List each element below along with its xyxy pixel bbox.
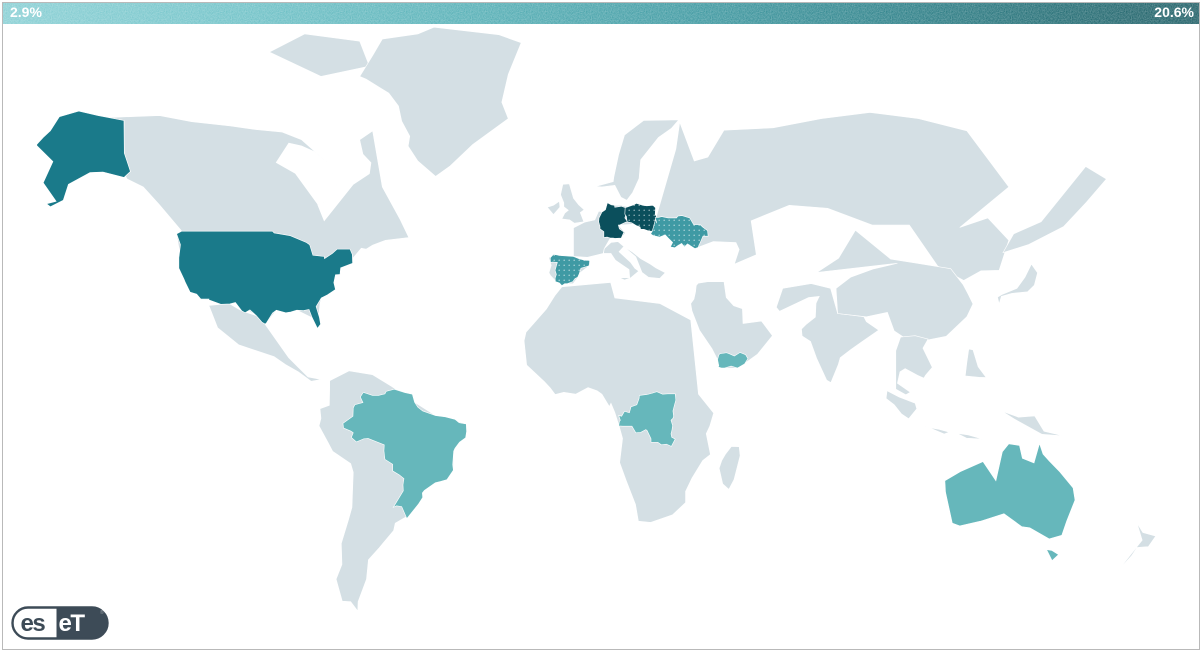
svg-text:es: es [21, 610, 46, 637]
svg-text:®: ® [100, 609, 104, 616]
svg-text:eT: eT [59, 610, 86, 637]
